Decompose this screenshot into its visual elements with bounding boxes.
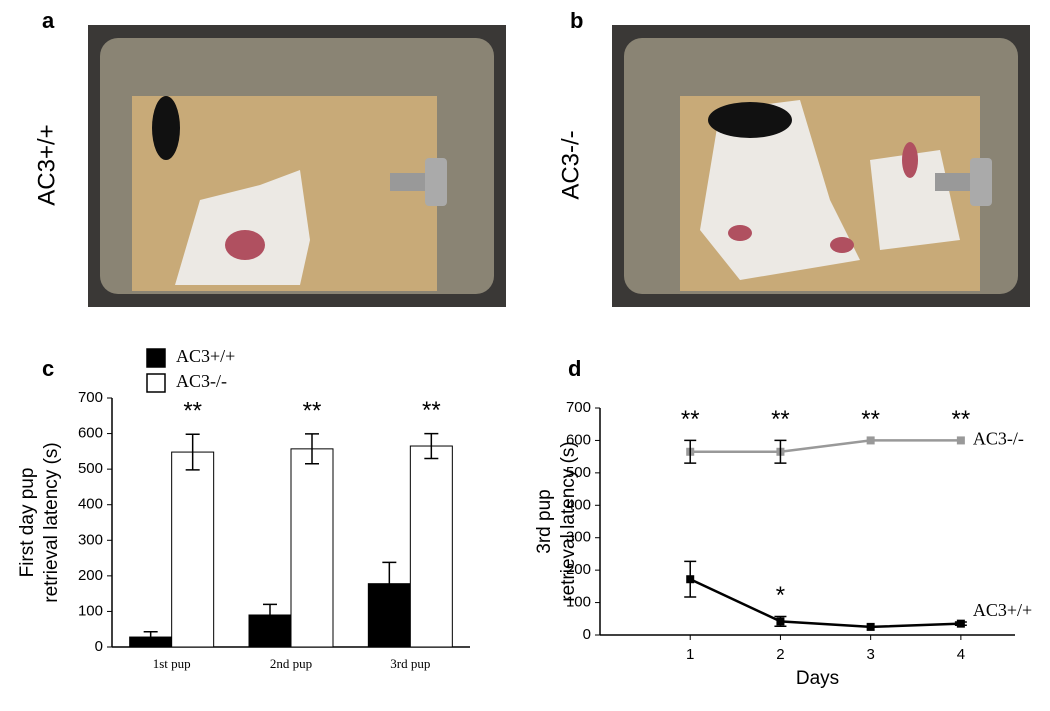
x-tick-label: 1 [686, 646, 694, 663]
bar [290, 448, 334, 648]
y-tick-label: 0 [95, 638, 103, 655]
photo-b [612, 25, 1030, 307]
bar [171, 451, 215, 648]
significance: ** [952, 406, 971, 433]
panel-label: a [42, 8, 55, 33]
x-tick-label: 1st pup [153, 656, 191, 671]
y-axis-label: retrieval latency (s) [558, 441, 579, 602]
series-label: AC3+/+ [973, 600, 1032, 620]
error-bar [774, 439, 787, 464]
y-tick-label: 400 [566, 496, 591, 513]
legend-label: AC3+/+ [176, 346, 235, 366]
x-axis-label: Days [796, 668, 839, 689]
series-label: AC3-/- [973, 429, 1024, 449]
y-tick-label: 600 [78, 425, 103, 442]
error-bar [185, 433, 200, 471]
y-tick-label: 500 [78, 460, 103, 477]
x-tick-label: 3 [866, 646, 874, 663]
y-tick-label: 600 [566, 431, 591, 448]
line [689, 578, 961, 629]
error-bar [684, 439, 697, 464]
y-tick-label: 300 [78, 531, 103, 548]
y-tick-label: 0 [583, 626, 591, 643]
point [866, 622, 875, 631]
y-tick-label: 300 [566, 529, 591, 546]
significance: ** [183, 398, 202, 425]
x-tick-label: 2 [776, 646, 784, 663]
x-tick-label: 2nd pup [270, 656, 312, 671]
y-tick-label: 700 [566, 399, 591, 416]
x-tick-label: 4 [957, 646, 965, 663]
legend-swatch [146, 373, 166, 393]
error-bar [263, 603, 277, 627]
error-bar [424, 432, 439, 460]
line [690, 439, 961, 454]
legend-label: AC3-/- [176, 371, 227, 391]
significance: ** [771, 406, 790, 433]
y-tick-label: 500 [566, 464, 591, 481]
error-bar [684, 560, 697, 598]
significance: ** [422, 397, 441, 424]
y-axis-label: First day pup [17, 468, 38, 578]
point [956, 436, 965, 445]
error-bar [774, 615, 787, 627]
panel-label: b [570, 8, 583, 33]
panel-label: c [42, 356, 54, 381]
bar [409, 445, 453, 648]
significance: ** [861, 406, 880, 433]
y-tick-label: 100 [566, 594, 591, 611]
y-tick-label: 200 [566, 561, 591, 578]
y-tick-label: 400 [78, 496, 103, 513]
y-tick-label: 100 [78, 602, 103, 619]
y-axis-label: retrieval latency (s) [41, 442, 62, 603]
genotype-label: AC3-/- [557, 130, 584, 199]
y-tick-label: 200 [78, 567, 103, 584]
x-tick-label: 3rd pup [390, 656, 430, 671]
significance: ** [681, 406, 700, 433]
point [866, 436, 875, 445]
error-bar [382, 561, 397, 606]
error-bar [305, 433, 319, 465]
significance: ** [303, 397, 322, 424]
error-bar [143, 630, 158, 644]
legend-swatch [146, 348, 166, 368]
significance: * [776, 582, 785, 609]
y-axis-label: 3rd pup [534, 489, 555, 553]
panel-label: d [568, 356, 581, 381]
error-bar [954, 621, 967, 627]
photo-a [88, 25, 506, 307]
genotype-label: AC3+/+ [33, 124, 60, 205]
y-tick-label: 700 [78, 389, 103, 406]
